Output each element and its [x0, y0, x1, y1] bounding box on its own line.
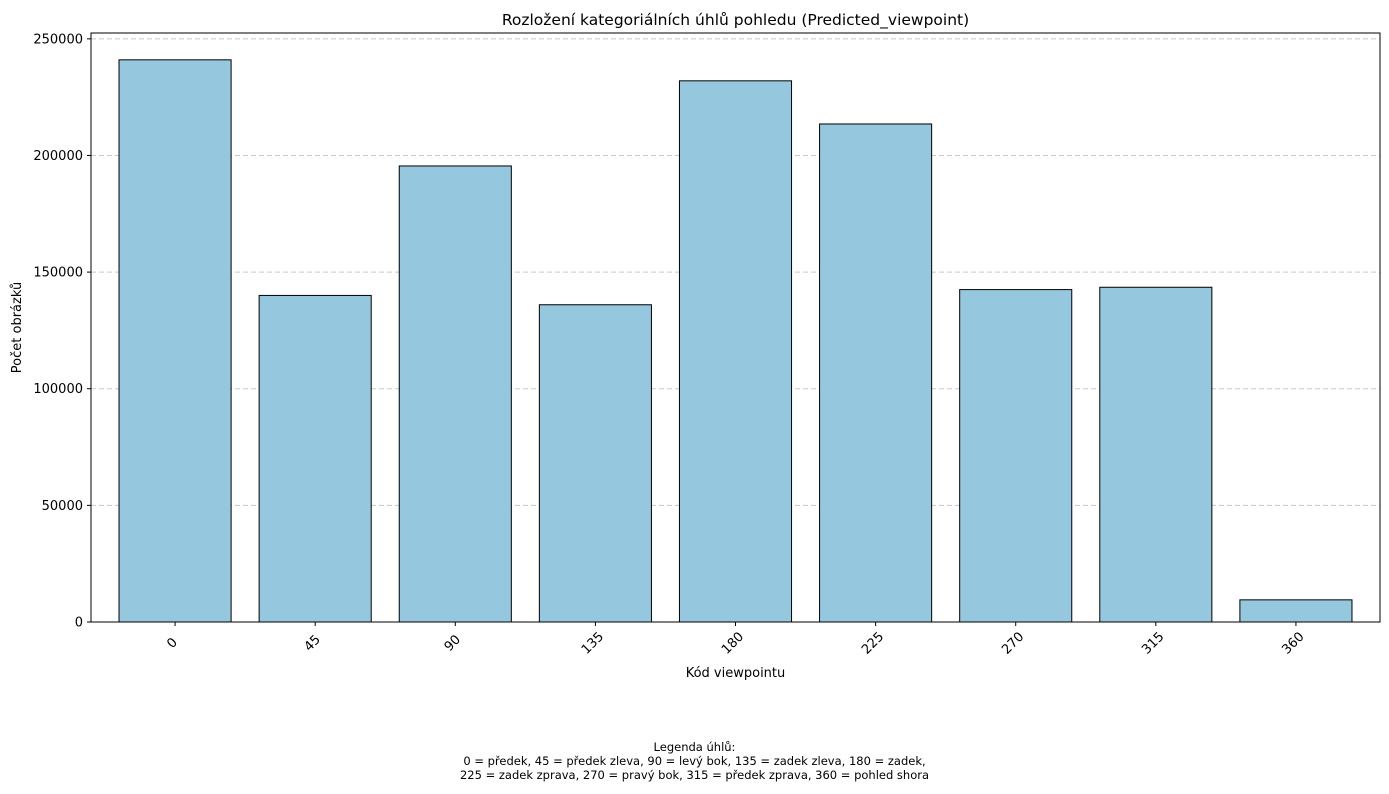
bar-315 — [1099, 286, 1213, 623]
bar-180 — [678, 80, 793, 623]
x-tick-label: 0 — [164, 635, 180, 651]
y-tick-label: 0 — [75, 616, 83, 631]
bar-90 — [398, 165, 512, 623]
x-tick-label: 45 — [302, 632, 324, 654]
y-tick-label: 150000 — [33, 266, 83, 281]
y-axis-ticks: 0 50000 100000 150000 200000 250000 — [33, 32, 91, 631]
chart-title: Rozložení kategoriálních úhlů pohledu (P… — [502, 11, 969, 30]
bar-45 — [258, 294, 372, 623]
y-tick-label: 200000 — [33, 149, 83, 164]
x-axis-label: Kód viewpointu — [686, 666, 786, 681]
x-tick-label: 270 — [999, 629, 1027, 657]
y-axis-label: Počet obrázků — [10, 282, 25, 373]
y-tick-label: 100000 — [33, 382, 83, 397]
x-tick-label: 135 — [579, 629, 607, 657]
y-tick-label: 250000 — [33, 32, 83, 47]
bar-360 — [1239, 599, 1353, 623]
bar-0 — [118, 59, 232, 623]
x-axis-ticks: 0 45 90 135 180 225 270 315 360 — [164, 622, 1308, 658]
bar-225 — [819, 123, 933, 623]
x-tick-label: 90 — [442, 632, 464, 654]
x-tick-label: 180 — [719, 629, 747, 657]
y-tick-label: 50000 — [42, 499, 83, 514]
x-tick-label: 315 — [1139, 629, 1167, 657]
x-tick-label: 225 — [859, 629, 887, 657]
legend-note-title: Legenda úhlů: — [654, 740, 736, 754]
x-tick-label: 360 — [1279, 629, 1307, 657]
bars — [118, 59, 1353, 623]
bar-135 — [538, 304, 652, 623]
bar-270 — [959, 289, 1073, 623]
legend-note-line-1: 0 = předek, 45 = předek zleva, 90 = levý… — [463, 754, 925, 768]
legend-note-line-2: 225 = zadek zprava, 270 = pravý bok, 315… — [460, 768, 929, 782]
